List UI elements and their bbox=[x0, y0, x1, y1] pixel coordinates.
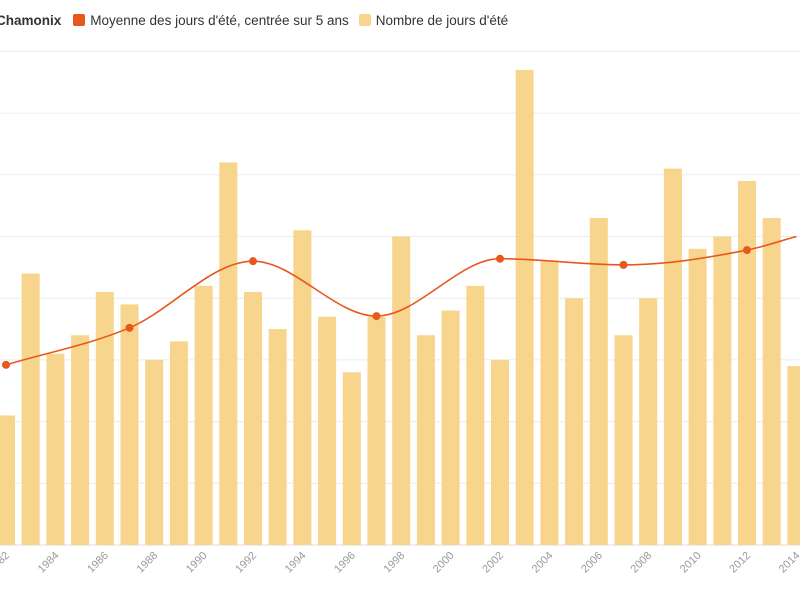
average-point-1987[interactable] bbox=[125, 323, 134, 332]
average-point-2007[interactable] bbox=[619, 260, 628, 269]
bar-1983[interactable] bbox=[21, 273, 40, 545]
bar-1985[interactable] bbox=[71, 335, 90, 545]
legend-item-count[interactable]: Nombre de jours d'été bbox=[358, 12, 509, 28]
bar-2002[interactable] bbox=[491, 359, 509, 545]
bar-2009[interactable] bbox=[663, 168, 682, 545]
bar-1984[interactable] bbox=[46, 353, 65, 545]
bar-1986[interactable] bbox=[95, 292, 114, 545]
x-tick-2002: 2002 bbox=[480, 550, 506, 576]
x-tick-1994: 1994 bbox=[283, 550, 309, 576]
bar-2007[interactable] bbox=[614, 335, 633, 545]
average-point-1992[interactable] bbox=[249, 257, 257, 266]
legend-label-count: Nombre de jours d'été bbox=[375, 12, 509, 28]
x-tick-1986: 1986 bbox=[85, 550, 111, 576]
bar-1995[interactable] bbox=[318, 316, 337, 545]
legend-title: Chamonix bbox=[0, 12, 62, 28]
bar-1987[interactable] bbox=[120, 304, 139, 545]
bar-1988[interactable] bbox=[145, 359, 164, 545]
x-tick-2012: 2012 bbox=[727, 550, 753, 576]
average-point-2012[interactable] bbox=[743, 246, 751, 255]
x-tick-2000: 2000 bbox=[431, 550, 457, 576]
legend-item-average[interactable]: Moyenne des jours d'été, centrée sur 5 a… bbox=[73, 12, 349, 28]
bar-2005[interactable] bbox=[565, 298, 584, 545]
bar-2003[interactable] bbox=[515, 69, 534, 545]
legend-label-average: Moyenne des jours d'été, centrée sur 5 a… bbox=[90, 12, 349, 28]
legend: Chamonix Moyenne des jours d'été, centré… bbox=[0, 8, 518, 32]
bar-2001[interactable] bbox=[466, 285, 485, 545]
bar-1998[interactable] bbox=[392, 236, 411, 546]
bar-1999[interactable] bbox=[416, 335, 435, 545]
bar-2000[interactable] bbox=[441, 310, 460, 545]
bar-2012[interactable] bbox=[738, 180, 756, 545]
legend-swatch-average bbox=[73, 14, 86, 26]
average-point-1997[interactable] bbox=[372, 312, 381, 321]
bar-2011[interactable] bbox=[713, 236, 732, 546]
bar-1994[interactable] bbox=[293, 230, 312, 545]
x-tick-2010: 2010 bbox=[678, 550, 704, 576]
x-tick-2008: 2008 bbox=[629, 550, 655, 576]
legend-swatch-count bbox=[358, 14, 371, 26]
bar-1997[interactable] bbox=[367, 316, 386, 545]
average-line bbox=[2, 235, 797, 369]
x-tick-1982: 1982 bbox=[0, 550, 12, 576]
average-line-path bbox=[5, 235, 797, 366]
bar-1990[interactable] bbox=[194, 285, 213, 545]
bars bbox=[0, 69, 800, 546]
x-tick-1990: 1990 bbox=[184, 550, 210, 576]
bar-1992[interactable] bbox=[244, 292, 262, 545]
bar-1991[interactable] bbox=[219, 162, 238, 545]
x-tick-2014: 2014 bbox=[777, 550, 800, 576]
x-tick-2006: 2006 bbox=[579, 550, 605, 576]
bar-2013[interactable] bbox=[762, 217, 781, 546]
bar-2010[interactable] bbox=[688, 248, 707, 545]
bar-2004[interactable] bbox=[540, 261, 559, 545]
x-tick-1988: 1988 bbox=[135, 550, 161, 576]
bar-1989[interactable] bbox=[169, 341, 188, 545]
bar-1982[interactable] bbox=[0, 415, 15, 545]
bar-2006[interactable] bbox=[589, 217, 608, 546]
bar-2014[interactable] bbox=[787, 366, 800, 545]
x-tick-1992: 1992 bbox=[233, 550, 259, 576]
average-point-2002[interactable] bbox=[496, 254, 504, 263]
bar-1996[interactable] bbox=[342, 372, 361, 545]
x-tick-1984: 1984 bbox=[36, 550, 62, 576]
x-tick-2004: 2004 bbox=[530, 550, 556, 576]
bar-2008[interactable] bbox=[639, 298, 658, 545]
bar-1993[interactable] bbox=[268, 329, 287, 545]
x-tick-1996: 1996 bbox=[332, 550, 358, 576]
x-axis: 1982 1984 1986 1988 1990 1992 1994 1996 1998 2000… bbox=[0, 550, 800, 576]
average-point-1982[interactable] bbox=[2, 360, 10, 369]
x-tick-1998: 1998 bbox=[382, 550, 408, 576]
